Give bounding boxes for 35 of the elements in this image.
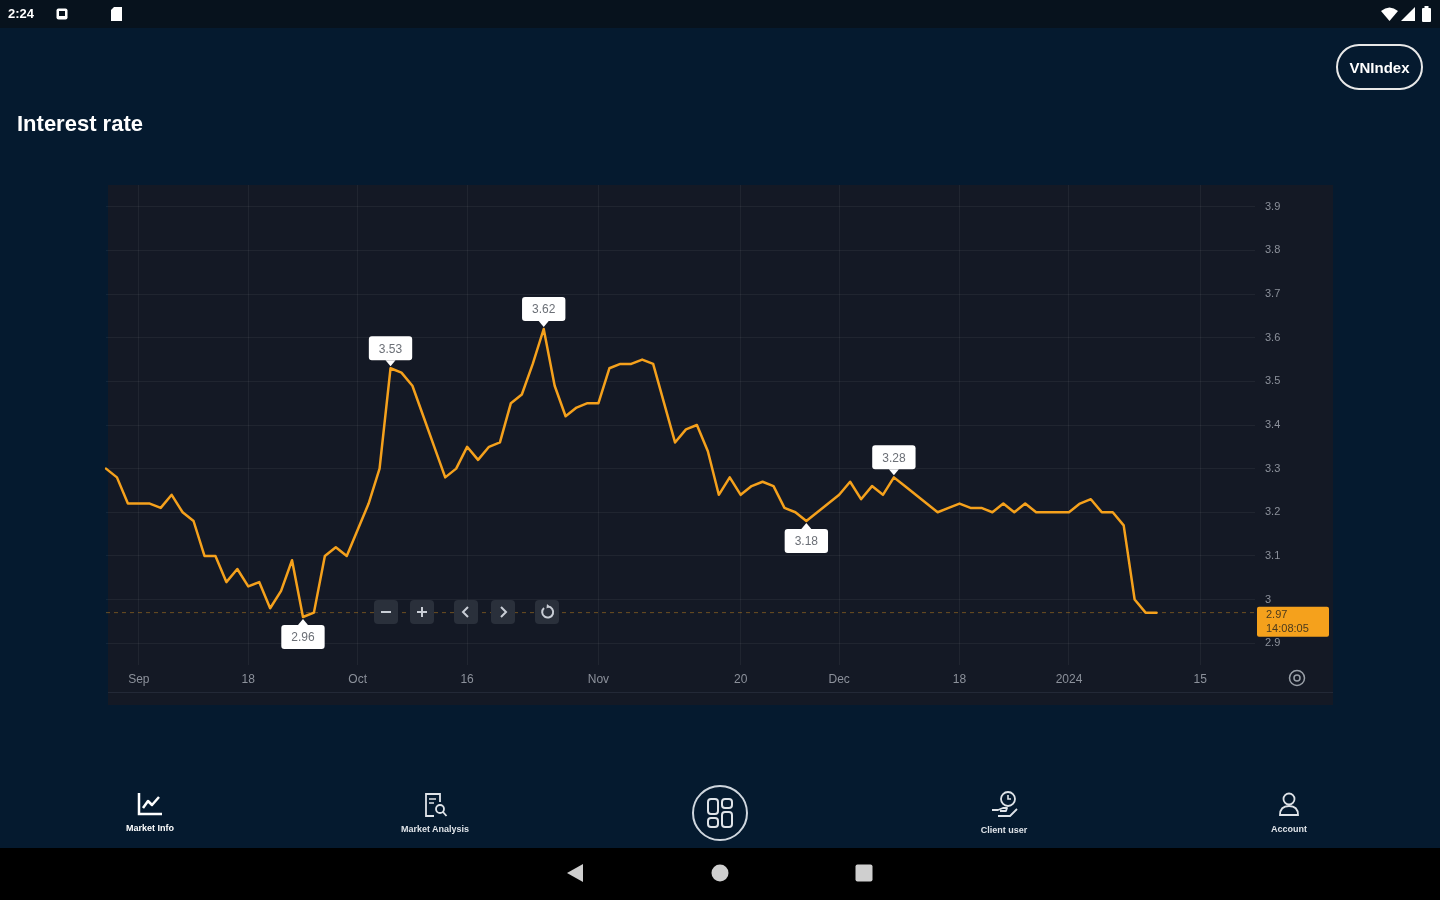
data-label: 3.62	[532, 302, 556, 317]
y-tick-label: 3.3	[1265, 461, 1281, 474]
x-tick-label: Oct	[348, 671, 368, 686]
y-tick-label: 3.4	[1265, 418, 1281, 431]
data-label: 3.53	[378, 341, 403, 356]
x-tick-label: Nov	[587, 671, 610, 686]
y-tick-label: 3	[1265, 592, 1272, 605]
y-tick-label: 3.5	[1265, 374, 1281, 387]
pill-button[interactable]: VNIndex	[1336, 44, 1423, 90]
x-tick-label: 18	[952, 671, 967, 686]
data-label: 3.18	[794, 534, 819, 549]
x-tick-label: Sep	[128, 671, 150, 686]
y-tick-label: 3.1	[1265, 548, 1281, 561]
x-tick-label: 16	[460, 671, 475, 686]
text: Market Info	[125, 823, 175, 834]
x-tick-label: 15	[1193, 671, 1208, 686]
text: Client user	[979, 825, 1029, 836]
text: 14:08:05	[1266, 621, 1309, 634]
text: Account	[1270, 824, 1308, 835]
text: 2:24	[8, 6, 35, 22]
y-tick-label: 3.9	[1265, 199, 1281, 212]
data-label: 2.96	[291, 630, 315, 645]
ref-line-label: 2.97	[1266, 607, 1288, 620]
x-tick-label: 18	[241, 671, 256, 686]
y-tick-label: 3.8	[1265, 243, 1281, 256]
y-tick-label: 3.7	[1265, 287, 1281, 300]
y-tick-label: 3.6	[1265, 330, 1281, 343]
text: Market Analysis	[399, 824, 471, 835]
x-tick-label: 20	[734, 671, 748, 686]
data-label: 3.28	[882, 450, 906, 465]
x-tick-label: 2024	[1055, 671, 1083, 686]
chart-title: Interest rate	[17, 110, 143, 138]
x-tick-label: Dec	[828, 671, 850, 686]
y-tick-label: 2.9	[1265, 636, 1281, 649]
y-tick-label: 3.2	[1265, 505, 1281, 518]
